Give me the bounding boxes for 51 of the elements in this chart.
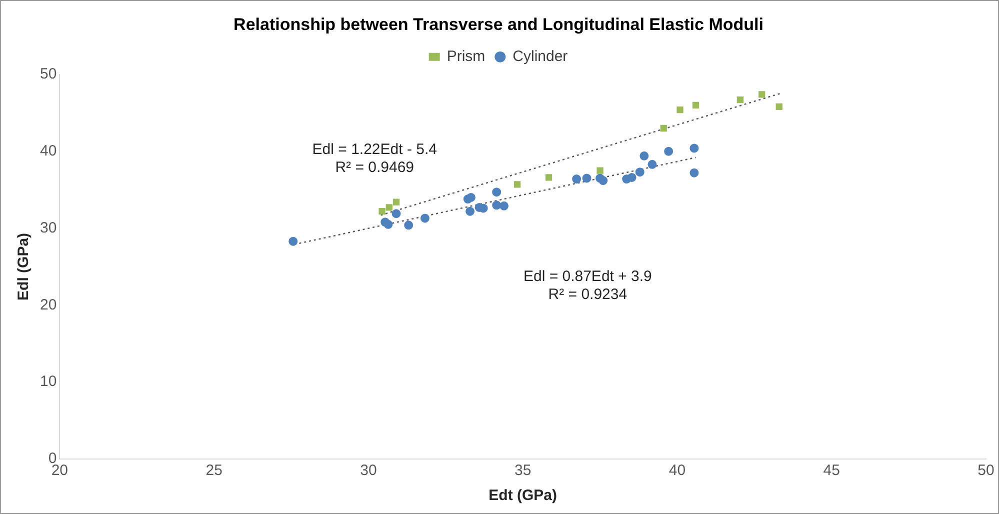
point [648,160,657,169]
point [640,151,649,160]
annotation: Edl = 1.22Edt - 5.4 R² = 0.9469 [312,141,437,176]
y-tick-label: 40 [40,142,57,160]
y-tick-label: 10 [40,373,57,390]
point [582,174,592,183]
point [776,103,782,110]
point [692,102,700,108]
y-tick-label: 30 [40,219,57,236]
y-axis-title: Edl (GPa) [15,232,32,300]
x-tick-label: 30 [360,462,377,480]
point [500,201,509,210]
x-tick-label: 20 [51,462,68,480]
point [598,176,608,186]
point [514,181,521,188]
point [392,198,400,206]
x-tick-label: 25 [206,462,222,480]
x-axis-title: Edt (GPa) [488,487,558,504]
point [288,236,298,246]
point [420,214,430,223]
x-tick-label: 50 [978,462,994,480]
point [392,209,401,218]
legend-label: Prism [446,48,486,66]
point [676,106,684,114]
point [545,174,552,181]
y-tick-label: 20 [40,296,57,314]
point [635,168,644,177]
y-tick-label: 50 [40,66,57,83]
point [660,124,667,132]
point [384,220,393,229]
point [627,172,636,182]
chart-title: Relationship between Transverse and Longitudinal Elastic Moduli [234,14,764,34]
point [378,208,386,215]
x-tick-label: 40 [668,462,686,480]
point [664,146,674,156]
point [758,91,766,98]
x-tick-label: 45 [823,462,840,480]
legend-label: Cylinder [512,48,568,66]
point [690,168,699,178]
point [492,200,502,210]
point [386,204,392,211]
point [690,144,699,153]
point [466,206,475,216]
point [736,96,744,104]
point [466,192,476,202]
point [404,220,414,230]
annotation: Edl = 0.87Edt + 3.9 R² = 0.9234 [523,268,652,304]
x-tick-label: 35 [514,462,532,480]
point [596,167,604,174]
point [492,188,502,197]
point [572,174,582,184]
